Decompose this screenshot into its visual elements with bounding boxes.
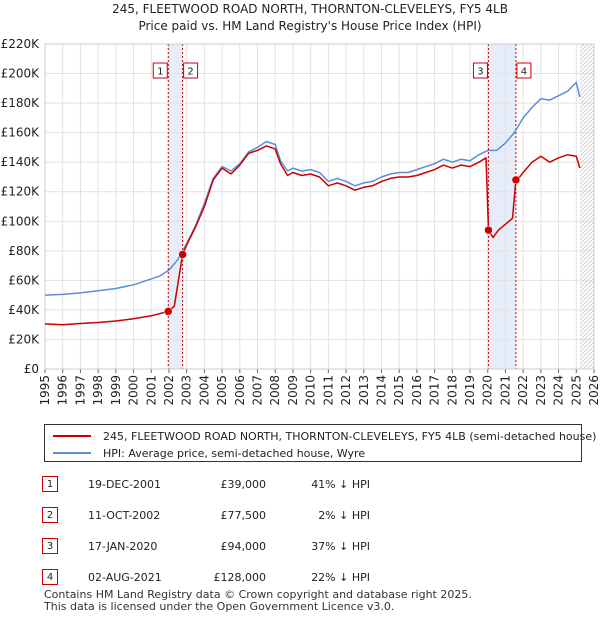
transaction-price: £128,000 xyxy=(213,571,267,584)
x-tick-label: 2017 xyxy=(428,375,442,406)
transaction-point xyxy=(484,225,493,235)
x-tick-label: 2001 xyxy=(144,375,158,406)
x-tick-label: 1998 xyxy=(91,375,105,406)
x-tick-label: 2006 xyxy=(233,375,247,406)
transaction-date: 17-JAN-2020 xyxy=(88,540,158,553)
x-tick-label: 1996 xyxy=(56,375,70,406)
transaction-label-box xyxy=(472,62,488,79)
price-chart: 245, FLEETWOOD ROAD NORTH, THORNTON-CLEV… xyxy=(1,2,600,406)
x-tick-label: 2019 xyxy=(463,375,477,406)
transaction-hpi-diff: 2% ↓ HPI xyxy=(318,509,370,522)
x-tick-label: 2025 xyxy=(569,375,583,406)
series-line-property xyxy=(44,145,581,326)
footer: Contains HM Land Registry data © Crown c… xyxy=(44,589,472,613)
x-tick-label: 2015 xyxy=(392,375,406,406)
x-tick-label: 2004 xyxy=(197,375,211,406)
y-tick-label: £140K xyxy=(1,155,41,169)
x-tick-label: 2010 xyxy=(304,375,318,406)
transaction-label-box xyxy=(152,62,168,79)
table-row: 2 11-OCT-2002 £77,500 2% ↓ HPI xyxy=(40,501,580,532)
y-tick-label: £220K xyxy=(1,37,41,51)
legend: 245, FLEETWOOD ROAD NORTH, THORNTON-CLEV… xyxy=(44,424,596,462)
y-tick-label: £120K xyxy=(1,185,41,199)
shaded-range xyxy=(168,44,183,369)
transactions-table: 1 19-DEC-2001 £39,000 41% ↓ HPI 2 11-OCT… xyxy=(40,470,580,594)
y-tick-label: £80K xyxy=(8,244,40,258)
x-tick-label: 2008 xyxy=(268,375,282,406)
transaction-number: 2 xyxy=(42,507,58,523)
x-tick-label: 1995 xyxy=(38,375,52,406)
x-tick-label: 2021 xyxy=(498,375,512,406)
legend-item-hpi: HPI: Average price, semi-detached house,… xyxy=(53,444,365,462)
y-tick-label: £0 xyxy=(24,362,39,376)
transaction-date: 19-DEC-2001 xyxy=(88,478,162,491)
transaction-number: 1 xyxy=(42,476,58,492)
legend-line-hpi xyxy=(53,452,91,454)
transaction-point xyxy=(511,175,521,185)
transaction-price: £94,000 xyxy=(220,540,267,553)
x-tick-label: 2011 xyxy=(321,375,335,406)
x-tick-label: 1999 xyxy=(109,375,123,406)
transaction-hpi-diff: 37% ↓ HPI xyxy=(311,540,370,553)
transaction-number: 4 xyxy=(42,569,58,585)
x-tick-label: 2000 xyxy=(127,375,141,406)
x-tick-label: 2007 xyxy=(251,375,265,406)
table-row: 1 19-DEC-2001 £39,000 41% ↓ HPI xyxy=(40,470,580,501)
shaded-range xyxy=(488,44,516,369)
legend-label-hpi: HPI: Average price, semi-detached house,… xyxy=(103,446,366,460)
transaction-price: £39,000 xyxy=(220,478,267,491)
legend-line-property xyxy=(53,435,91,437)
x-tick-label: 2003 xyxy=(180,375,194,406)
y-tick-label: £160K xyxy=(1,126,41,140)
transaction-point xyxy=(178,250,187,259)
legend-label-property: 245, FLEETWOOD ROAD NORTH, THORNTON-CLEV… xyxy=(103,429,597,443)
transaction-point xyxy=(164,307,173,316)
y-tick-label: £100K xyxy=(1,214,41,228)
x-tick-label: 2009 xyxy=(286,375,300,406)
transaction-price: £77,500 xyxy=(220,509,267,522)
table-row: 4 02-AUG-2021 £128,000 22% ↓ HPI xyxy=(40,563,580,594)
transaction-label: 4 xyxy=(521,67,527,78)
y-tick-label: £200K xyxy=(1,67,41,81)
x-tick-label: 2013 xyxy=(357,375,371,406)
x-tick-label: 2012 xyxy=(339,375,353,406)
chart-title: 245, FLEETWOOD ROAD NORTH, THORNTON-CLEV… xyxy=(112,2,508,16)
y-tick-label: £180K xyxy=(1,96,41,110)
x-tick-label: 2016 xyxy=(410,375,424,406)
x-tick-label: 2002 xyxy=(162,375,176,406)
transaction-label-box xyxy=(183,62,199,79)
plot-border xyxy=(44,43,595,370)
transaction-hpi-diff: 22% ↓ HPI xyxy=(311,571,370,584)
x-tick-label: 2022 xyxy=(516,375,530,406)
transaction-number: 3 xyxy=(42,538,58,554)
x-tick-label: 2026 xyxy=(587,375,600,406)
transaction-label: 1 xyxy=(157,67,163,78)
x-tick-label: 2023 xyxy=(534,375,548,406)
legend-item-property: 245, FLEETWOOD ROAD NORTH, THORNTON-CLEV… xyxy=(53,427,596,445)
footer-licence: This data is licensed under the Open Gov… xyxy=(44,600,395,613)
footer-copyright: Contains HM Land Registry data © Crown c… xyxy=(44,588,472,601)
x-tick-label: 2020 xyxy=(481,375,495,406)
transaction-label-box xyxy=(516,62,532,79)
x-tick-label: 2005 xyxy=(215,375,229,406)
transaction-hpi-diff: 41% ↓ HPI xyxy=(311,478,370,491)
x-tick-label: 1997 xyxy=(73,375,87,406)
y-tick-label: £20K xyxy=(8,332,40,346)
transaction-label: 3 xyxy=(477,67,483,78)
y-tick-label: £60K xyxy=(8,273,40,287)
x-tick-label: 2024 xyxy=(552,375,566,406)
transaction-date: 02-AUG-2021 xyxy=(88,571,162,584)
transaction-label: 2 xyxy=(187,67,193,78)
y-tick-label: £40K xyxy=(8,303,40,317)
chart-subtitle: Price paid vs. HM Land Registry's House … xyxy=(138,19,481,33)
x-tick-label: 2018 xyxy=(445,375,459,406)
table-row: 3 17-JAN-2020 £94,000 37% ↓ HPI xyxy=(40,532,580,563)
x-tick-label: 2014 xyxy=(374,375,388,406)
forecast-hatch xyxy=(579,44,594,369)
transaction-date: 11-OCT-2002 xyxy=(88,509,161,522)
